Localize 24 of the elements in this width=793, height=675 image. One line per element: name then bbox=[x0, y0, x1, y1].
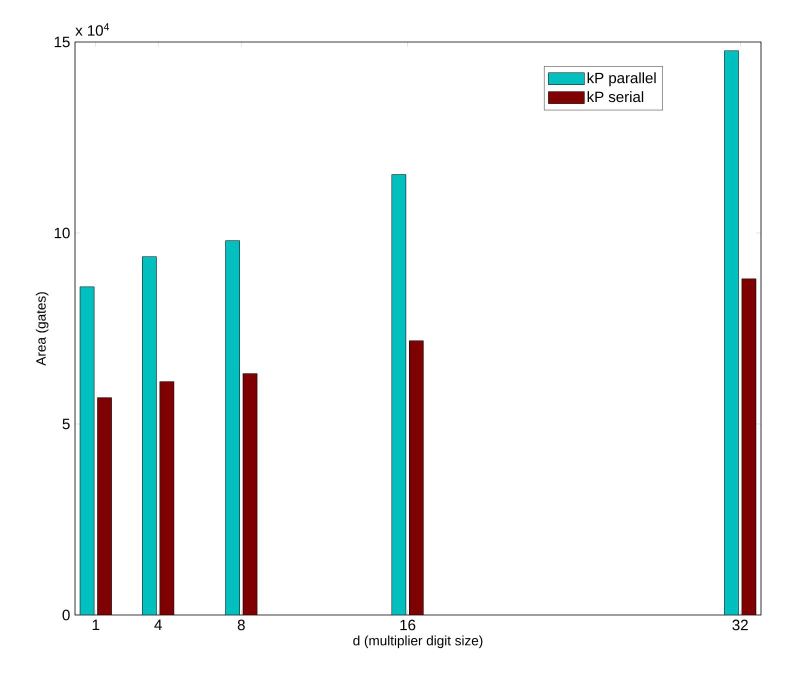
legend-label: kP parallel bbox=[588, 72, 656, 86]
y-tick-label: 5 bbox=[62, 418, 70, 430]
legend-label: kP serial bbox=[588, 91, 644, 102]
bar bbox=[80, 286, 94, 615]
x-tick-label: 4 bbox=[154, 620, 162, 630]
x-tick-label: 32 bbox=[732, 620, 748, 630]
y-axis-title: Area (gates) bbox=[36, 292, 48, 366]
bar bbox=[97, 397, 112, 615]
x-tick-label: 8 bbox=[238, 620, 245, 630]
y-tick-label: 0 bbox=[62, 610, 70, 620]
y-tick-label: 15 bbox=[54, 36, 70, 48]
bar bbox=[724, 50, 739, 615]
bar bbox=[242, 373, 258, 615]
bar bbox=[160, 381, 174, 615]
bar bbox=[742, 278, 756, 615]
bar bbox=[225, 240, 240, 615]
bar bbox=[392, 174, 406, 615]
x-tick-label: 1 bbox=[92, 620, 100, 630]
bar bbox=[142, 256, 157, 615]
y-tick-label: 10 bbox=[54, 228, 70, 238]
bar bbox=[409, 340, 424, 615]
x-tick-label: 16 bbox=[400, 620, 416, 630]
text: x 10$^{4}$ bbox=[75, 23, 110, 36]
x-axis-title: d (multiplier digit size) bbox=[353, 636, 482, 648]
